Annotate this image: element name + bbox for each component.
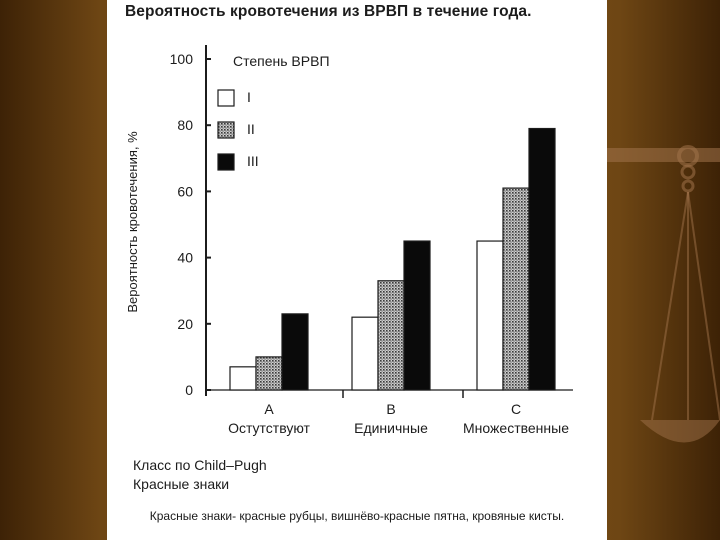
legend-swatch-i <box>217 89 235 107</box>
bar-chart: Вероятность кровотечения, % 0 20 40 60 80 100… <box>125 45 573 492</box>
x-axis-label-line-1: Класс по Child–Pugh <box>133 457 267 473</box>
y-tick-label-60: 60 <box>177 183 193 199</box>
legend-title: Степень ВРВП <box>233 53 330 69</box>
x-tick-letter-c: C <box>511 401 521 417</box>
x-tick-letter-a: A <box>264 401 274 417</box>
balance-scale-decoration <box>600 145 720 443</box>
footnote: Красные знаки- красные рубцы, вишнёво-кр… <box>149 509 565 523</box>
legend-label-ii: II <box>247 121 255 137</box>
y-tick-label-0: 0 <box>185 382 193 398</box>
bar-c-iii <box>528 127 556 391</box>
x-tick-label-a: Остутствуют <box>228 420 310 436</box>
bar-a-iii <box>281 313 309 391</box>
bar-b-ii <box>377 280 405 391</box>
bar-c-ii <box>502 187 530 391</box>
x-tick-letter-b: B <box>386 401 395 417</box>
legend-label-iii: III <box>247 153 259 169</box>
x-tick-label-b: Единичные <box>354 420 428 436</box>
bar-b-iii <box>403 240 431 391</box>
x-axis-label-line-2: Красные знаки <box>133 476 229 492</box>
legend-swatch-ii <box>217 121 235 139</box>
y-axis-label: Вероятность кровотечения, % <box>125 131 140 313</box>
y-tick-label-40: 40 <box>177 250 193 266</box>
y-tick-label-20: 20 <box>177 316 193 332</box>
legend-swatch-iii <box>217 153 235 171</box>
bar-c-i <box>476 240 504 391</box>
bars-group <box>229 127 556 398</box>
bar-a-i <box>229 366 257 391</box>
slide-panel: Вероятность кровотечения из ВРВП в течен… <box>107 0 607 540</box>
x-axis-labels: A Остутствуют B Единичные C Множественные <box>228 401 569 436</box>
y-tick-label-80: 80 <box>177 117 193 133</box>
bar-a-ii <box>255 356 283 391</box>
legend-label-i: I <box>247 89 251 105</box>
y-tick-label-100: 100 <box>170 51 194 67</box>
bar-b-i <box>351 316 379 391</box>
chart-title: Вероятность кровотечения из ВРВП в течен… <box>125 3 532 20</box>
x-tick-label-c: Множественные <box>463 420 569 436</box>
